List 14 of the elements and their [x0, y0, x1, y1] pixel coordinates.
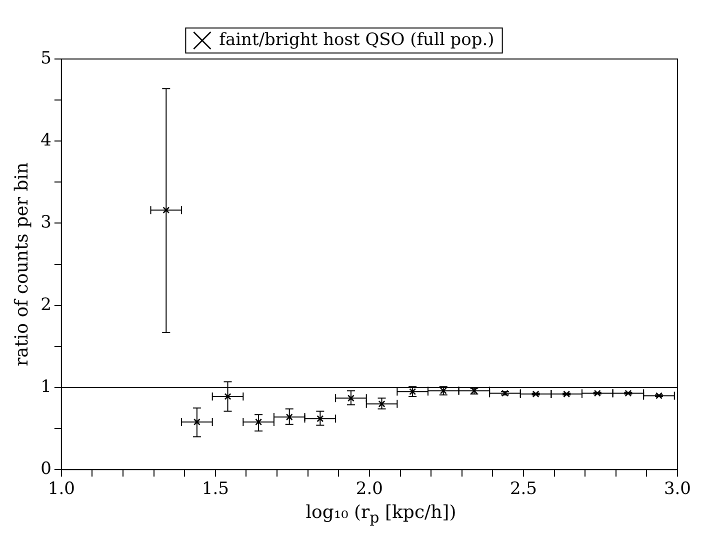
- y-tick-label: 1: [40, 376, 52, 397]
- legend-label: faint/bright host QSO (full pop.): [219, 30, 494, 50]
- x-tick-label: 1.5: [202, 479, 229, 500]
- y-tick-label: 4: [40, 130, 52, 151]
- x-tick-label: 2.0: [356, 479, 383, 500]
- x-tick-label: 2.5: [510, 479, 537, 500]
- y-tick-label: 5: [40, 48, 52, 68]
- x-tick-label: 1.0: [48, 479, 75, 500]
- y-axis-title: ratio of counts per bin: [11, 162, 32, 366]
- x-axis-title: log₁₀ (r$_{p}$ [kpc/h]): [304, 502, 458, 527]
- y-tick-label: 3: [40, 212, 52, 233]
- y-tick-label: 2: [40, 294, 52, 315]
- y-tick-label: 0: [40, 459, 52, 480]
- x-tick-label: 3.0: [664, 479, 692, 500]
